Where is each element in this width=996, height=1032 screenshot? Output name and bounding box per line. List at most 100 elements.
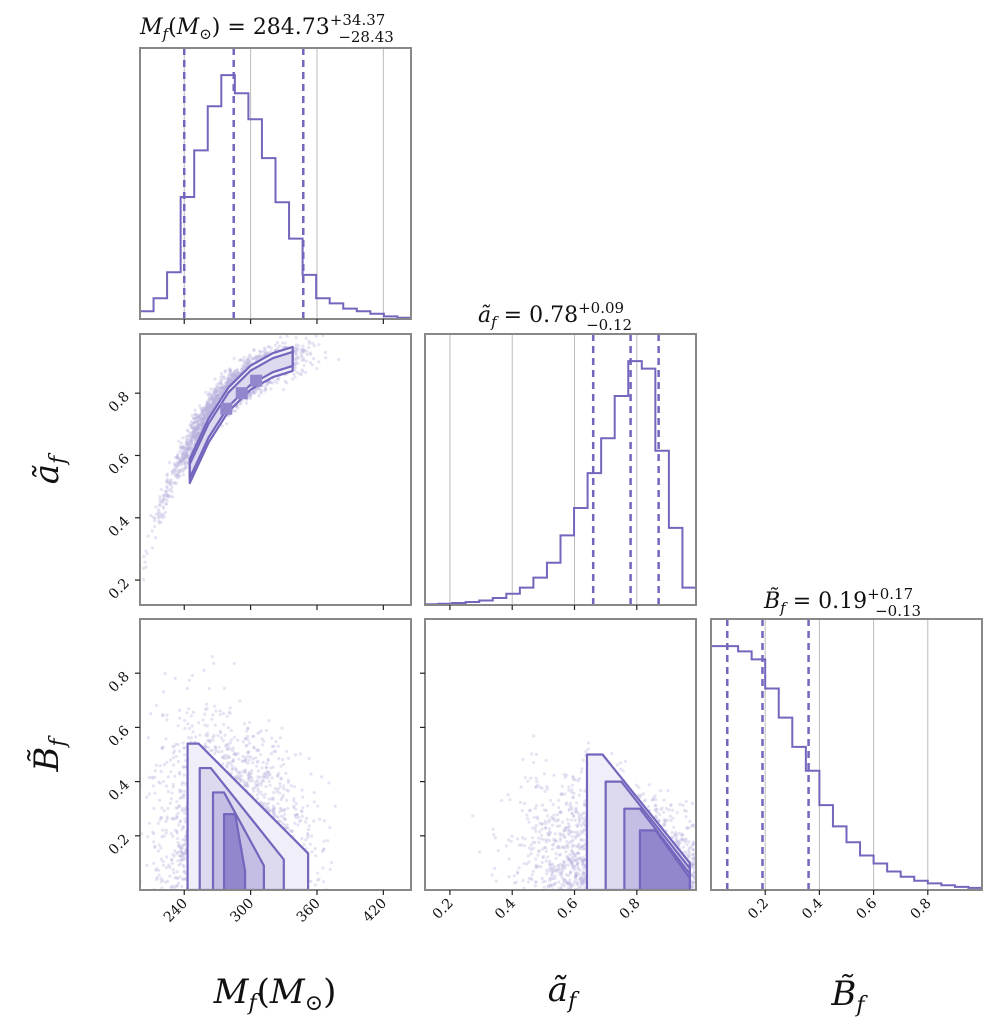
sample-point xyxy=(284,771,288,775)
sample-point xyxy=(232,356,236,361)
sample-point xyxy=(278,736,282,740)
sample-point xyxy=(182,793,186,797)
sample-point xyxy=(197,422,201,426)
sample-point xyxy=(181,863,185,867)
sample-point xyxy=(212,403,216,407)
sample-point xyxy=(210,402,214,407)
sample-point xyxy=(240,774,244,778)
sample-point xyxy=(176,473,180,477)
sample-point xyxy=(256,781,261,785)
sample-point xyxy=(246,358,251,362)
sample-point xyxy=(264,728,269,733)
sample-point xyxy=(240,367,244,371)
sample-point xyxy=(164,492,168,496)
sample-point xyxy=(170,857,174,861)
sample-point xyxy=(225,381,230,385)
sample-point xyxy=(204,409,208,413)
density-cell xyxy=(250,374,263,387)
sample-point xyxy=(199,422,203,427)
sample-point xyxy=(265,761,269,766)
sample-point xyxy=(207,407,211,411)
sample-point xyxy=(189,424,194,428)
sample-point xyxy=(235,776,239,781)
sample-point xyxy=(173,462,177,466)
sample-point xyxy=(195,420,199,424)
sample-point xyxy=(225,382,229,386)
sample-point xyxy=(166,488,171,492)
sample-point xyxy=(185,449,189,453)
sample-point xyxy=(238,774,242,778)
sample-point xyxy=(248,353,252,357)
sample-point xyxy=(259,752,263,757)
sample-point xyxy=(175,815,179,820)
sample-point xyxy=(232,735,237,739)
sample-point xyxy=(256,775,260,779)
sample-point xyxy=(246,754,250,759)
sample-point xyxy=(154,878,159,882)
sample-point xyxy=(254,390,258,394)
sample-point xyxy=(278,791,282,795)
sample-point xyxy=(198,415,202,419)
sample-point xyxy=(244,744,248,748)
sample-point xyxy=(193,413,197,417)
sample-point xyxy=(201,419,205,423)
sample-point xyxy=(171,782,176,787)
sample-point xyxy=(186,446,190,451)
sample-point xyxy=(193,433,197,437)
sample-point xyxy=(227,755,232,759)
sample-point xyxy=(161,493,165,497)
sample-point xyxy=(173,463,177,467)
sample-point xyxy=(213,399,217,403)
sample-point xyxy=(183,811,187,815)
sample-point xyxy=(275,815,279,819)
sample-point xyxy=(262,353,266,357)
sample-point xyxy=(209,387,213,391)
sample-point xyxy=(215,393,220,397)
sample-point xyxy=(169,487,173,492)
sample-point xyxy=(160,746,164,751)
sample-point xyxy=(209,402,213,406)
sample-point xyxy=(197,413,201,417)
sample-point xyxy=(183,839,188,843)
sample-point xyxy=(183,447,188,451)
sample-point xyxy=(248,775,252,779)
sample-point xyxy=(293,821,297,825)
sample-point xyxy=(177,804,181,808)
sample-point xyxy=(210,397,214,402)
sample-point xyxy=(198,418,203,423)
sample-point xyxy=(163,493,168,497)
sample-point xyxy=(207,406,211,410)
sample-point xyxy=(154,868,158,872)
sample-point xyxy=(215,389,219,394)
sample-point xyxy=(172,745,176,749)
sample-point xyxy=(188,439,192,444)
sample-point xyxy=(263,347,267,352)
sample-point xyxy=(290,377,295,381)
sample-point xyxy=(213,723,217,727)
sample-point xyxy=(285,749,289,753)
sample-point xyxy=(250,776,254,780)
sample-point xyxy=(216,393,220,397)
sample-point xyxy=(195,432,199,436)
sample-point xyxy=(218,729,222,733)
sample-point xyxy=(226,382,230,386)
sample-point xyxy=(242,361,247,365)
sample-point xyxy=(162,494,166,498)
sample-point xyxy=(247,758,251,762)
sample-point xyxy=(281,793,285,798)
panel-frame xyxy=(139,333,412,606)
sample-point xyxy=(246,359,251,363)
sample-point xyxy=(193,436,198,440)
sample-point xyxy=(157,514,161,518)
sample-point xyxy=(301,350,305,354)
sample-point xyxy=(226,382,230,386)
sample-point xyxy=(316,804,320,808)
sample-point xyxy=(200,421,204,425)
sample-point xyxy=(223,384,228,388)
sample-point xyxy=(162,497,166,501)
sample-point xyxy=(175,465,179,469)
sample-point xyxy=(193,439,197,444)
sample-point xyxy=(176,462,181,466)
sample-point xyxy=(208,404,213,408)
sample-point xyxy=(267,797,271,801)
